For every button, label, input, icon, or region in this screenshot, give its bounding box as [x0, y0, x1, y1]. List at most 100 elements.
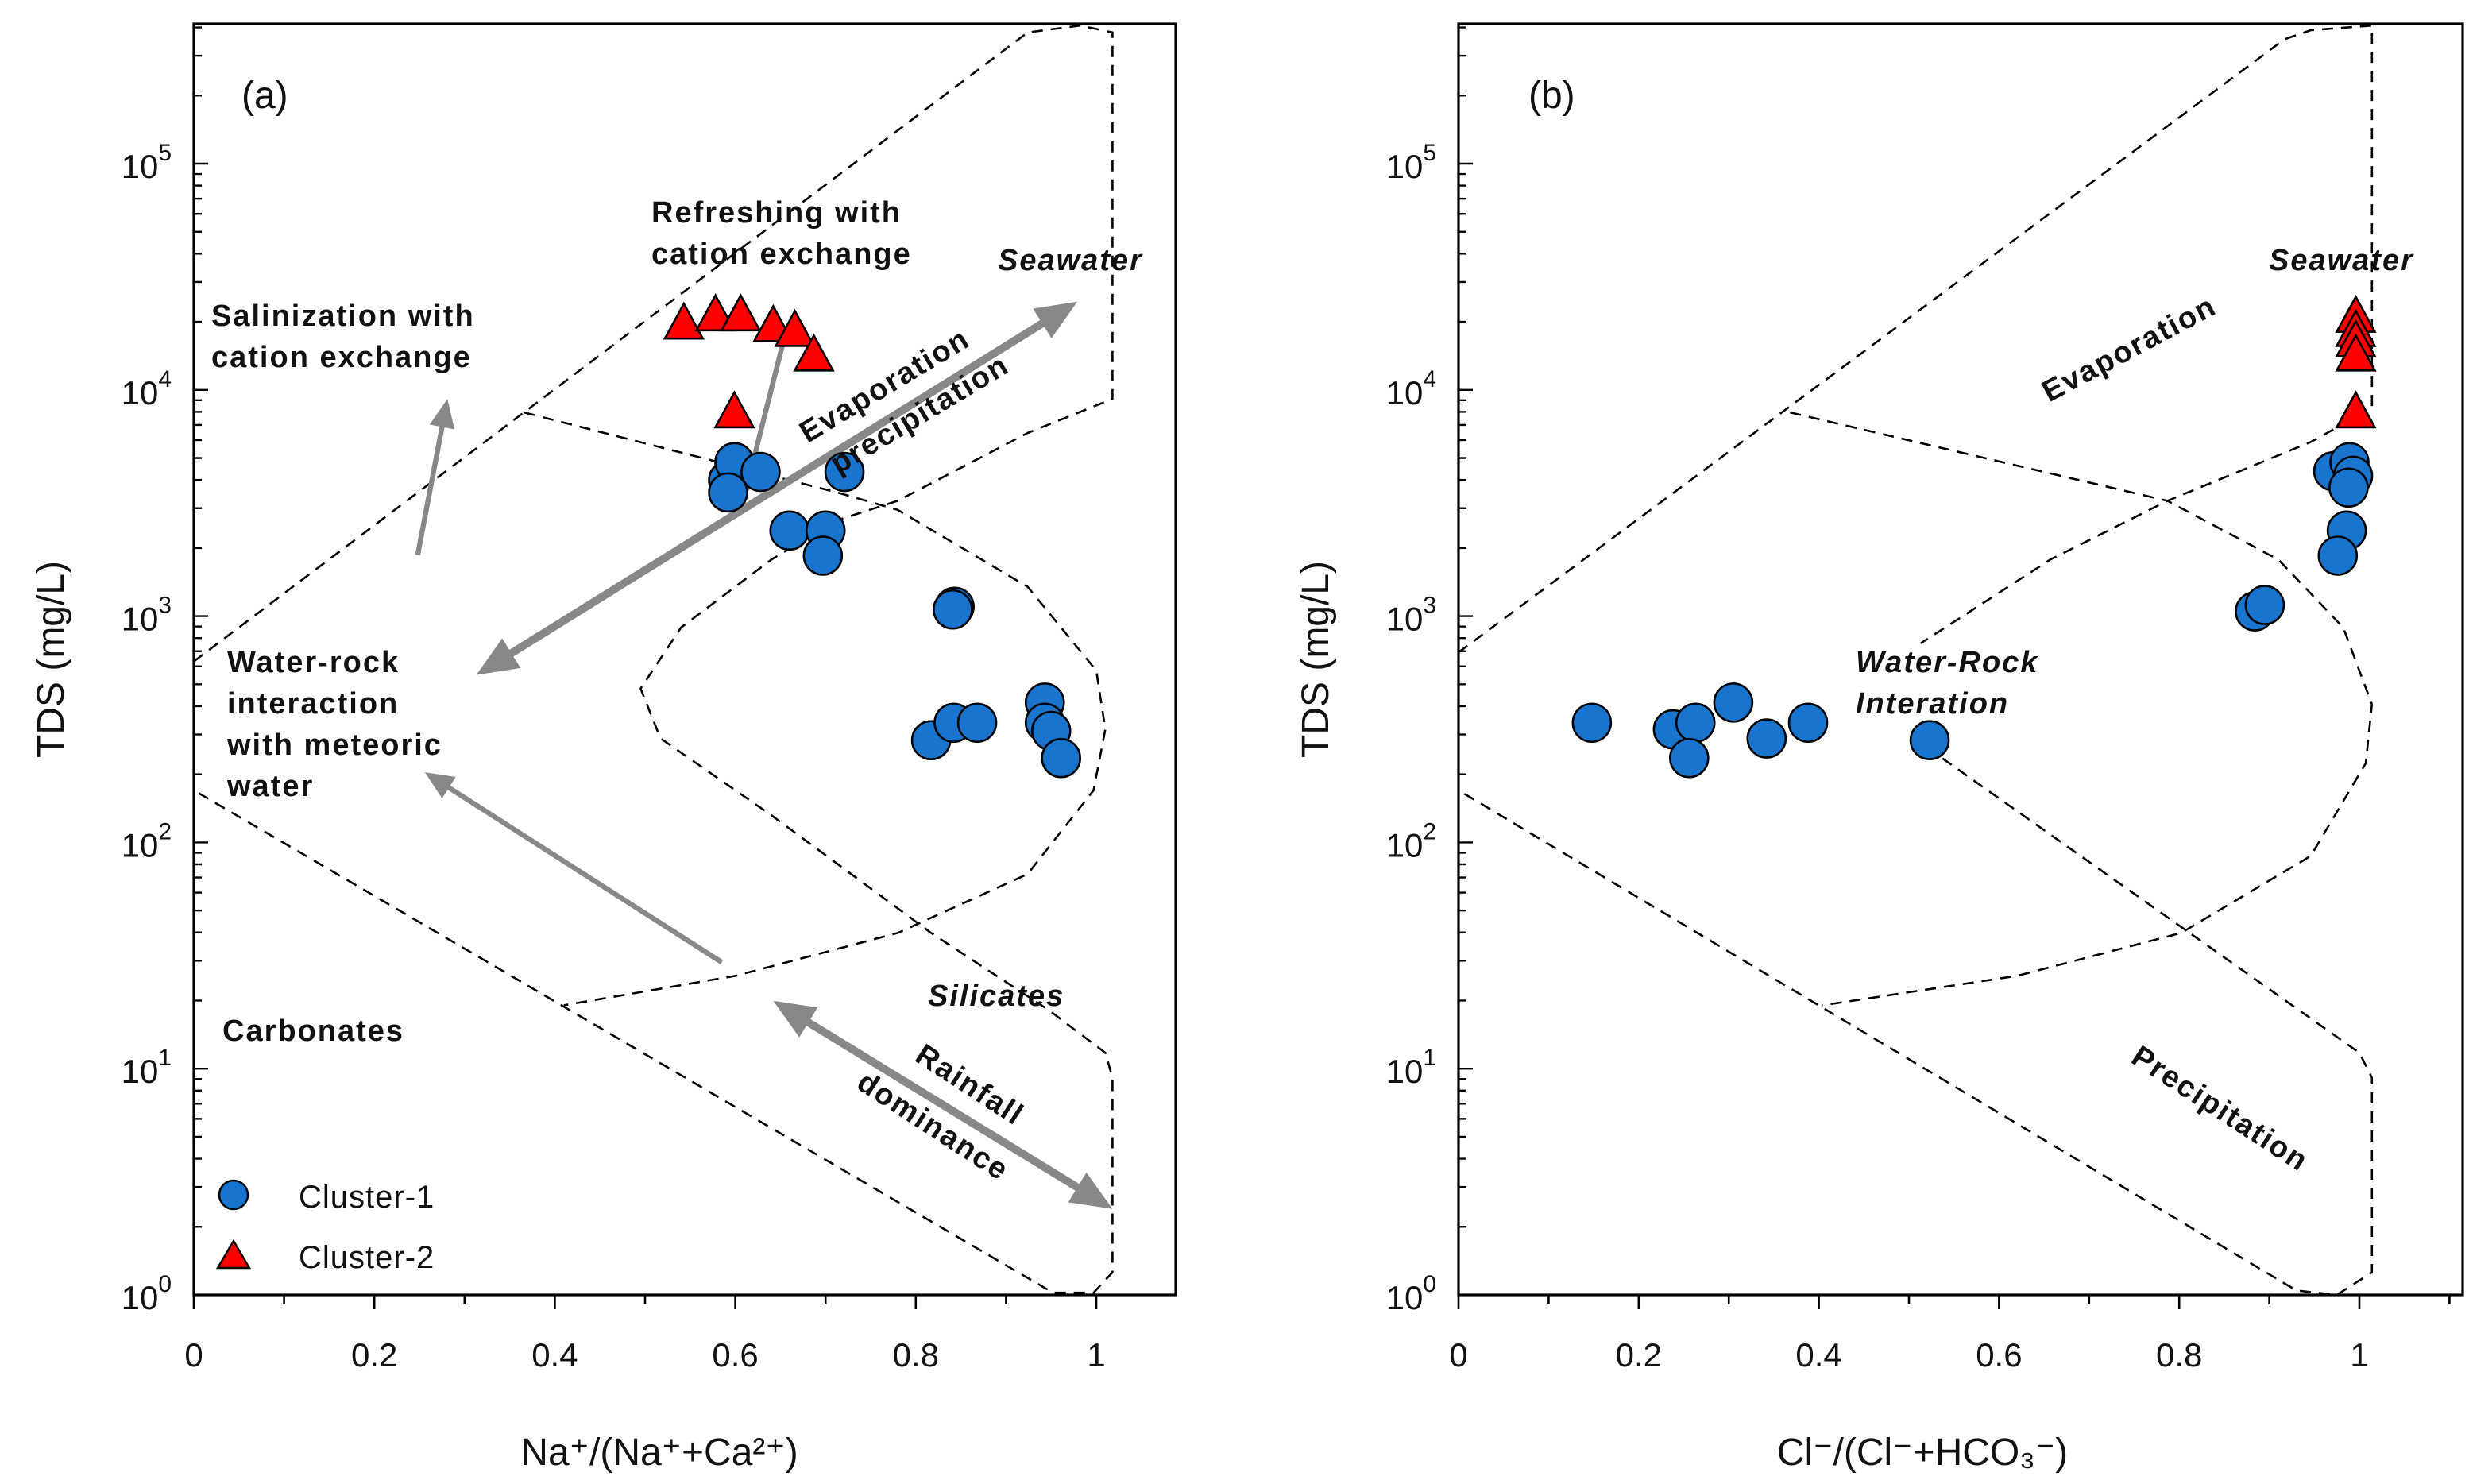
- x-tick-label: 0.8: [2156, 1336, 2202, 1374]
- x-tick-label: 0.8: [893, 1336, 939, 1374]
- data-point-cluster-1: [2328, 467, 2369, 508]
- data-point-cluster-2: [694, 293, 736, 332]
- arrow-shaft: [415, 420, 446, 556]
- data-point-cluster-1: [1713, 682, 1754, 723]
- annotation-evaporation: Evaporation: [2037, 289, 2222, 409]
- x-tick-label: 0.2: [351, 1336, 397, 1374]
- data-point-cluster-2: [2335, 333, 2377, 372]
- annotation-water-rock-1: Water-rock: [227, 646, 400, 679]
- y-tick-label: 104: [122, 366, 172, 412]
- data-point-cluster-2: [774, 308, 816, 347]
- y-axis-label: TDS (mg/L): [1295, 561, 1337, 758]
- legend-circle-marker: [218, 1179, 249, 1211]
- data-point-cluster-1: [1675, 702, 1716, 744]
- panel-b: 0 0.2 0.4 0.6 0.8 1 100 101 102 103 104 105 (b) Sea…: [1295, 22, 2464, 1474]
- outer-boundary: [1458, 24, 2374, 654]
- y-tick-label: 101: [1386, 1045, 1436, 1090]
- annotation-water-rock-3: with meteoric: [226, 728, 442, 762]
- x-tick-label: 0.4: [531, 1336, 578, 1374]
- arrow-shaft: [747, 342, 786, 475]
- annotation-precipitation: Precipitation: [2126, 1040, 2315, 1179]
- x-tick-label: 0.2: [1616, 1336, 1662, 1374]
- evaporation-precipitation-arrow: [476, 301, 1078, 675]
- data-point-cluster-1: [1571, 702, 1613, 744]
- arrow-head: [424, 772, 456, 798]
- y-tick-label: 101: [122, 1045, 172, 1090]
- annotation-refreshing-1: Refreshing with: [651, 196, 902, 230]
- annotation-refreshing-2: cation exchange: [651, 238, 912, 271]
- boundary-lines: [193, 24, 1114, 1294]
- legend: Cluster-1 Cluster-2: [215, 1179, 435, 1275]
- arrow-head: [773, 1000, 818, 1038]
- x-tick-label: 1: [2350, 1336, 2368, 1374]
- x-tick-label: 0.4: [1795, 1336, 1841, 1374]
- data-point-cluster-1: [1909, 720, 1950, 761]
- plot-frame: [192, 22, 1177, 1297]
- data-point-cluster-1: [1746, 718, 1787, 759]
- salinization-arrow: [415, 399, 455, 556]
- y-tick-label: 103: [1386, 593, 1436, 638]
- annotation-carbonates: Carbonates: [222, 1014, 404, 1048]
- inner-boundary: [524, 411, 1107, 1007]
- data-point-cluster-2: [713, 390, 755, 429]
- y-tick-label: 105: [1386, 140, 1436, 185]
- inner-boundary: [1790, 411, 2374, 1007]
- x-axis-label: Na⁺/(Na⁺+Ca²⁺): [520, 1432, 798, 1474]
- data-point-cluster-1: [740, 451, 781, 493]
- annotation-water-rock-4: water: [226, 770, 314, 803]
- data-point-cluster-1: [1669, 737, 1710, 779]
- arrow-head: [1033, 301, 1078, 338]
- data-points: [1571, 294, 2377, 779]
- data-point-cluster-1: [708, 472, 748, 513]
- rainfall-dominance-arrow: [773, 1000, 1113, 1209]
- legend-triangle-marker: [215, 1239, 252, 1270]
- arrow-shaft: [442, 782, 724, 965]
- data-point-cluster-1: [802, 535, 844, 576]
- arrow-head: [429, 399, 455, 430]
- y-tick-label: 104: [1386, 366, 1436, 412]
- axis-ticks: 0 0.2 0.4 0.6 0.8 1 100 101 102 103 104 105: [122, 26, 1106, 1374]
- x-tick-label: 1: [1087, 1336, 1105, 1374]
- x-axis-label: Cl⁻/(Cl⁻+HCO₃⁻): [1777, 1432, 2068, 1474]
- arrow-shaft: [799, 1014, 1087, 1196]
- x-tick-label: 0: [184, 1336, 203, 1374]
- data-point-cluster-2: [793, 333, 835, 372]
- x-tick-label: 0.6: [1976, 1336, 2022, 1374]
- y-tick-label: 103: [122, 593, 172, 638]
- y-tick-label: 100: [1386, 1271, 1436, 1316]
- y-tick-label: 102: [1386, 818, 1436, 864]
- data-point-cluster-1: [824, 451, 865, 493]
- panel-label: (a): [241, 75, 288, 117]
- annotation-water-rock-2: Interation: [1856, 687, 2009, 721]
- legend-cluster-1: Cluster-1: [299, 1180, 435, 1215]
- x-tick-label: 0.6: [712, 1336, 758, 1374]
- annotation-seawater: Seawater: [2269, 244, 2414, 277]
- data-points: [663, 293, 1081, 779]
- annotation-silicates: Silicates: [928, 980, 1064, 1013]
- arrow-shaft: [502, 315, 1052, 661]
- y-tick-label: 100: [122, 1271, 172, 1316]
- boundary-lines: [1458, 24, 2374, 1297]
- data-point-cluster-1: [1787, 702, 1829, 744]
- plot-frame: [1457, 22, 2464, 1297]
- arrow-head: [476, 638, 521, 675]
- data-point-cluster-2: [2335, 390, 2377, 429]
- data-point-cluster-1: [1041, 737, 1081, 779]
- outer-boundary: [193, 24, 1114, 1294]
- arrows: [415, 301, 1113, 1209]
- data-point-cluster-1: [769, 510, 810, 551]
- legend-cluster-2: Cluster-2: [299, 1240, 435, 1275]
- data-point-cluster-2: [663, 301, 705, 340]
- annotation-water-rock-1: Water-Rock: [1856, 646, 2038, 679]
- y-tick-label: 102: [122, 818, 172, 864]
- panel-a: 0 0.2 0.4 0.6 0.8 1 100 101 102 103 104 105 (a) Ref…: [30, 22, 1177, 1474]
- data-point-cluster-1: [933, 589, 973, 630]
- annotation-seawater: Seawater: [998, 244, 1143, 277]
- annotation-salinization-2: cation exchange: [211, 341, 472, 374]
- lower-boundary: [1458, 746, 2374, 1297]
- arrow-head: [1068, 1172, 1113, 1209]
- annotation-water-rock-2: interaction: [227, 687, 399, 721]
- data-point-cluster-1: [2317, 535, 2359, 576]
- annotation-salinization-1: Salinization with: [211, 300, 475, 333]
